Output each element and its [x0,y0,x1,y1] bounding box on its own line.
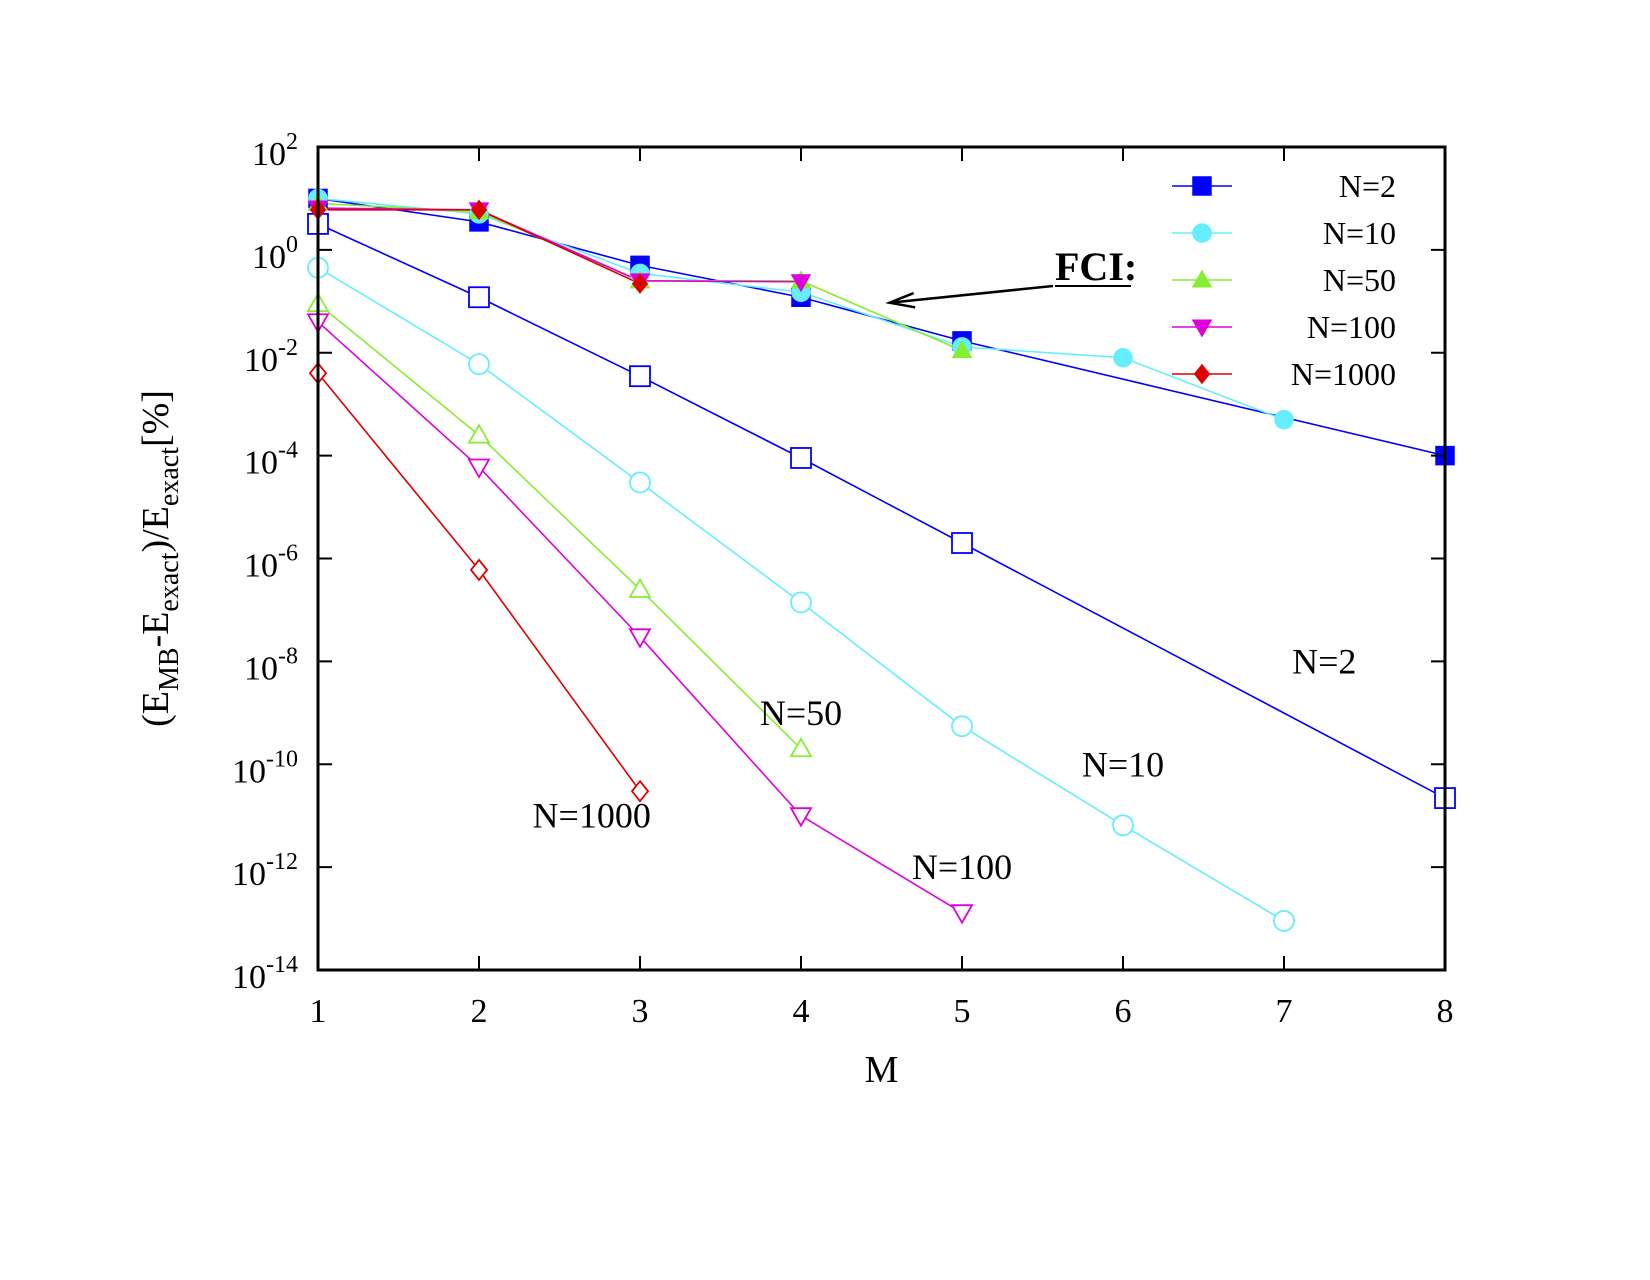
data-point-FCI-n-10 [1274,409,1294,430]
fci-arrow-head [885,291,916,309]
y-tick-label: 10-2 [244,335,298,379]
curve-label: N=100 [912,847,1012,887]
fci-arrow [889,284,1054,304]
curve-label: N=1000 [533,796,651,836]
data-point-open-n-100 [950,904,974,925]
x-tick-label: 1 [310,993,327,1030]
y-tick-label: 10-8 [244,643,298,687]
curve-label: N=50 [760,693,842,733]
legend-label: N=10 [1323,215,1396,251]
legend-marker [1192,176,1212,196]
data-point-open-n-2 [629,365,651,388]
curve-labels: N=2 N=10 N=50 N=100 N=1000 [533,641,1357,887]
data-point-open-n-50 [789,736,813,758]
data-point-open-n-10 [468,353,490,376]
series-line-FCI-n-100 [317,207,802,283]
legend: N=2 N=10 N=50 N=100 N=1000 [1172,168,1396,392]
y-tick-label: 10-6 [244,541,298,585]
fci-annotation: FCI: [885,244,1137,309]
x-tick-label: 4 [793,993,810,1030]
data-point-open-n-1000 [469,558,489,582]
y-axis-title: (EMB-Eexact)/Eexact[%] [135,390,185,727]
data-point-FCI-n-1000 [470,199,488,221]
data-point-open-n-10 [790,591,812,614]
y-tick-label: 10-4 [244,438,298,482]
x-tick-label: 3 [632,993,649,1030]
data-point-open-n-50 [628,577,652,598]
curve-label: N=2 [1292,641,1356,681]
data-point-open-n-1000 [630,779,650,803]
data-point-open-n-100 [467,458,491,479]
data-point-open-n-10 [951,715,973,738]
x-axis-title: M [865,1049,899,1091]
y-tick-label: 10-14 [232,952,298,996]
data-point-FCI-n-50 [951,340,973,359]
legend-marker [1191,269,1213,288]
data-point-open-n-2 [468,286,490,309]
data-point-open-n-2 [790,447,812,469]
data-point-open-n-100 [628,628,652,649]
y-tick-label: 10-12 [232,849,298,893]
axis-ticks [317,146,1446,971]
legend-label: N=2 [1339,168,1396,204]
plot-frame [316,145,1447,972]
curve-label: N=10 [1082,744,1164,784]
legend-marker [1193,363,1211,385]
data-point-FCI-n-1000 [631,273,649,294]
data-point-open-n-100 [789,807,813,828]
legend-label: N=100 [1307,309,1396,345]
x-tick-label: 6 [1115,993,1132,1030]
series-line-open-n-50 [317,303,802,750]
series-line-open-n-2 [317,223,1446,799]
legend-label: N=50 [1323,262,1396,298]
data-point-open-n-50 [467,423,491,444]
x-tick-label: 7 [1276,993,1293,1030]
legend-marker [1191,319,1213,338]
tick-labels: 1 2 3 4 5 6 7 8 102 100 10-2 10-4 10-6 10-8 10-10 10-12… [232,129,1454,1030]
series-line-FCI-n-10 [317,197,1285,421]
data-point-open-n-10 [1112,814,1134,837]
x-tick-label: 5 [954,993,971,1030]
data-point-open-n-2 [951,532,973,554]
legend-marker [1192,223,1212,243]
series-markers [306,188,1456,932]
data-point-open-n-10 [629,471,651,494]
x-tick-label: 8 [1437,993,1454,1030]
legend-label: N=1000 [1291,356,1396,392]
data-point-open-n-10 [1273,910,1295,932]
x-tick-label: 2 [471,993,488,1030]
y-tick-label: 10-10 [232,746,298,790]
fci-label: FCI: [1055,244,1137,289]
y-tick-label: 100 [252,232,298,276]
y-tick-label: 102 [252,129,298,173]
data-point-FCI-n-10 [1113,347,1133,368]
data-point-FCI-n-100 [790,274,812,293]
